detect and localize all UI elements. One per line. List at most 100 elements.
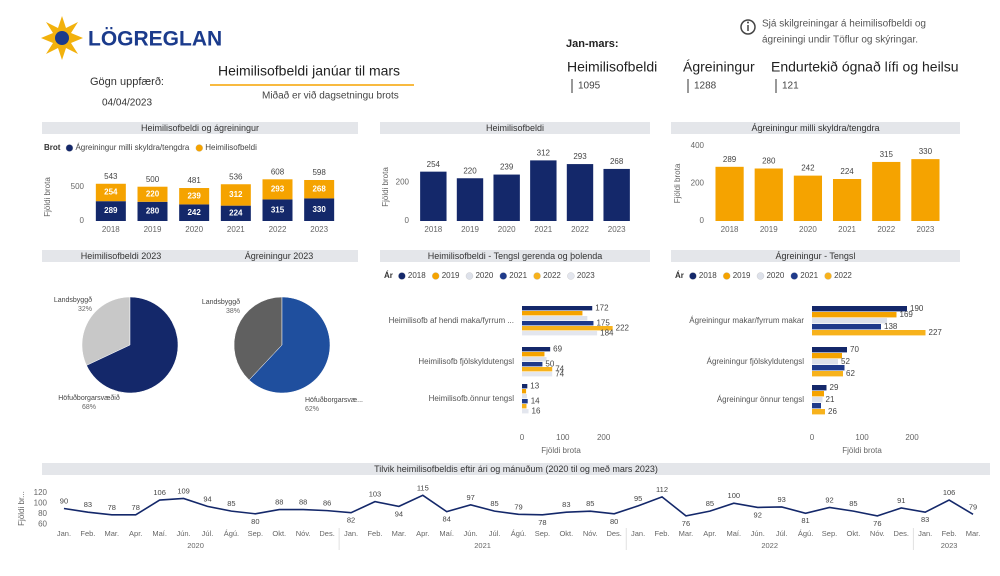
value-label: 82 [347,516,355,525]
slice-label: Höfuðborgarsvæ... [305,396,363,404]
x-tick-label: Sep. [248,529,263,538]
kpi-value: 1095 [578,81,601,92]
segment-label: 242 [187,208,201,217]
chart-header-band [42,122,358,134]
value-label: 78 [108,503,116,512]
legend-swatch [689,272,697,280]
legend-swatch [723,272,731,280]
bar [522,316,588,321]
x-tick-label: Mar. [966,529,981,538]
value-label: 83 [921,515,929,524]
value-label: 52 [841,357,850,366]
legend-swatch [533,272,541,280]
value-label: 62 [846,369,855,378]
value-label: 106 [153,488,166,497]
x-tick-label: 200 [597,433,611,442]
category-label: Ágreiningur fjölskyldutengsl [707,357,805,366]
pie-slice [248,296,331,394]
pie-slice [233,296,283,381]
x-tick-label: Júl. [776,529,788,538]
bar [812,385,827,391]
x-tick-label: 2018 [102,225,120,234]
bar [522,331,598,336]
bar-segment [137,201,168,221]
segment-label: 254 [104,188,118,197]
x-tick-label: Jan. [918,529,932,538]
kpi-label: Ágreiningur [683,59,755,75]
value-label: 80 [610,517,618,526]
chart-title: Heimilisofbeldi 2023 [81,251,162,261]
value-label: 74 [555,365,564,374]
bar [812,359,838,365]
legend-swatch [465,272,474,280]
x-tick-label: Nóv. [296,529,311,538]
value-label: 169 [900,310,914,319]
chart-title: Ágreiningur - Tengsl [776,251,856,261]
legend-label: 2019 [442,271,460,280]
value-label: 80 [251,517,259,526]
slice-value: 32% [78,306,92,313]
value-label: 81 [801,516,809,525]
x-tick-label: 2023 [917,225,935,234]
x-tick-label: 2020 [498,225,516,234]
chart-header-band [671,250,960,262]
x-tick-label: 0 [520,433,525,442]
value-label: 14 [531,397,540,406]
bar [522,311,583,316]
legend-title: Ár [675,271,684,280]
value-label: 222 [616,324,630,333]
y-tick-label: 120 [34,488,48,497]
x-tick-label: Mar. [392,529,407,538]
page-title: Heimilisofbeldi janúar til mars [218,63,400,79]
slice-value: 38% [226,308,240,315]
x-tick-label: Ágú. [511,529,526,538]
x-tick-label: 2021 [227,225,245,234]
bar [793,175,823,221]
segment-label: 220 [146,189,160,198]
slice-value: 68% [82,404,96,411]
legend-swatch [65,144,74,152]
value-label: 312 [537,148,551,157]
bar [522,326,613,331]
legend-title: Brot [44,143,61,152]
page-subtitle: Miðað er við dagsetningu brots [262,90,399,102]
chart-header-band [200,250,358,262]
segment-label: 293 [271,184,285,193]
value-label: 112 [656,485,668,494]
bar [493,174,520,221]
x-tick-label: Apr. [129,529,142,538]
value-label: 88 [299,498,307,507]
x-tick-label: Jún. [464,529,478,538]
legend-swatch [790,272,798,280]
bar [522,394,527,399]
info-circle[interactable] [740,19,756,35]
value-label: 79 [969,502,977,511]
legend-label: Ágreiningur milli skyldra/tengdra [75,143,189,152]
value-label: 78 [538,518,546,527]
category-label: Heimilisofb.önnur tengsl [429,394,515,403]
chart-header-band [671,122,960,134]
legend-swatch [499,272,507,280]
info-icon[interactable] [740,19,756,35]
bar [832,179,862,221]
bar [522,321,594,326]
chart-header-band [42,463,990,475]
bar [872,161,901,221]
value-label: 13 [530,382,539,391]
y-tick-label: 0 [80,216,85,225]
x-tick-label: Des. [894,529,909,538]
bar [420,171,447,221]
bar-segment [137,186,168,202]
total-label: 543 [104,172,118,181]
bar [715,166,744,221]
bar [603,168,630,221]
x-group-label: 2023 [941,541,958,550]
x-tick-label: Júl. [489,529,501,538]
x-tick-label: Mar. [679,529,694,538]
value-label: 86 [323,499,331,508]
data-line [63,494,974,517]
bar [530,160,557,221]
value-label: 95 [634,494,642,503]
chart-title: Heimilisofbeldi - Tengsl gerenda og þole… [428,251,602,261]
x-group-label: 2022 [761,541,778,550]
